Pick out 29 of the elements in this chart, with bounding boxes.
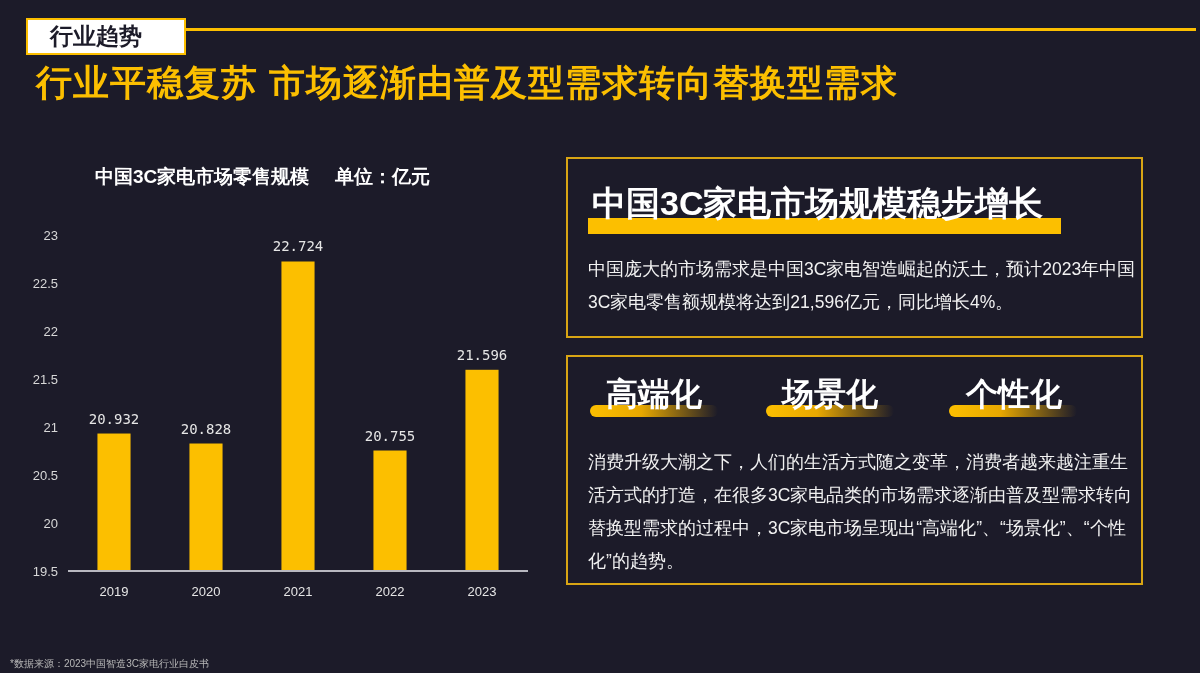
x-tick-label: 2021 xyxy=(283,583,313,599)
y-tick-label: 19.5 xyxy=(32,563,58,579)
text: 中国庞大的市场需求是中国3C家电智造崛起的沃土，预计2023年中国3C家电零售额规模将达到21,596亿元，同比增长4%。 xyxy=(588,258,1136,314)
data-label: 22.724 xyxy=(272,238,324,255)
y-tick-label: 20.5 xyxy=(32,467,58,483)
data-label: 20.828 xyxy=(180,420,232,437)
text: 高端化 xyxy=(606,376,702,412)
y-tick-label: 22 xyxy=(43,323,58,339)
x-tick-label: 2020 xyxy=(191,583,221,599)
text: 个性化 xyxy=(966,376,1062,412)
data-label: 20.755 xyxy=(364,427,416,444)
y-tick-label: 20 xyxy=(43,515,58,531)
x-tick-label: 2019 xyxy=(99,583,129,599)
text: 行业趋势 xyxy=(50,23,142,49)
y-tick-label: 22.5 xyxy=(32,275,58,291)
y-tick-label: 21.5 xyxy=(32,371,58,387)
text: 场景化 xyxy=(782,376,878,412)
chart-subtitle: 单位：亿元 xyxy=(334,166,431,187)
x-tick-label: 2022 xyxy=(375,583,405,599)
text: 消费升级大潮之下，人们的生活方式随之变革，消费者越来越注重生活方式的打造，在很多3C家电品类的市场需求逐渐由普及型需求转向替换型需求的过程中，3C家电市场呈现出“高端化”、“场景化”、“个性化”的趋势。 xyxy=(588,451,1134,573)
text: 行业平稳复苏 市场逐渐由普及型需求转向替换型需求 xyxy=(36,62,899,103)
text: *数据来源：2023中国智造3C家电行业白皮书 xyxy=(10,658,209,669)
text: 中国3C家电市场规模稳步增长 xyxy=(592,184,1044,222)
data-label: 20.932 xyxy=(88,410,140,427)
y-tick-label: 23 xyxy=(43,227,58,243)
data-label: 21.596 xyxy=(456,346,508,363)
x-tick-label: 2023 xyxy=(467,583,497,599)
chart-title: 中国3C家电市场零售规模 xyxy=(95,166,310,187)
y-tick-label: 21 xyxy=(43,419,58,435)
